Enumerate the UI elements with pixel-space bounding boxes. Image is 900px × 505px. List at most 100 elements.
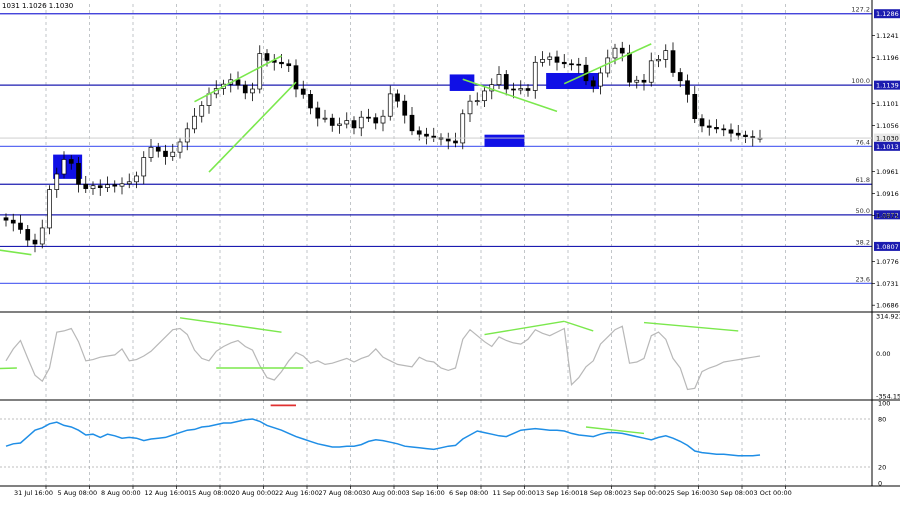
candle-body [18, 222, 23, 230]
candle-body [677, 72, 683, 82]
price-tick-label: 1.1286 [876, 10, 899, 18]
annotation-box [484, 134, 525, 147]
candle-body [735, 132, 741, 136]
candle-body [54, 173, 60, 190]
candle-body [264, 53, 270, 61]
candle-body [692, 94, 698, 119]
price-tick-highlight [874, 133, 900, 143]
x-tick-label: 6 Sep 08:00 [449, 489, 488, 497]
candle-body [170, 151, 176, 157]
candle-body [619, 47, 625, 54]
candle-body [119, 183, 125, 187]
candle-body [576, 63, 582, 66]
candle-body [627, 52, 632, 83]
candle-body [482, 90, 487, 102]
candle-body [358, 116, 364, 129]
candle-body [409, 114, 415, 132]
cci-series-line [5, 325, 761, 391]
candle-body [112, 184, 118, 187]
candle-body [474, 100, 480, 103]
candle-body [61, 159, 67, 175]
cci-tick-label: 0.00 [876, 350, 890, 358]
cci-trendline [643, 321, 739, 332]
price-tick-label: 1.0807 [876, 243, 899, 251]
candle-body [714, 127, 719, 130]
annotation-boxes-layer [53, 72, 600, 179]
candle-body [199, 105, 205, 117]
candle-body [25, 229, 31, 241]
fib-level-label: 38.2 [856, 238, 870, 246]
x-tick-label: 30 Sep 08:00 [710, 489, 753, 497]
osc-tick-label: 80 [878, 416, 886, 424]
candle-body [322, 117, 328, 120]
candle-body [380, 115, 386, 124]
candle-body [134, 175, 139, 183]
price-tick-label: 1.0776 [876, 258, 899, 266]
candle-body [670, 50, 676, 73]
candle-body [511, 88, 516, 91]
fib-levels-layer: 127.2 100.0 76.4 61.8 50.0 38.2 23.6 [0, 6, 872, 284]
candle-body [315, 107, 321, 119]
candle-body [453, 140, 458, 144]
candle-body [279, 61, 284, 65]
candle-body [612, 47, 618, 59]
candle-body [496, 74, 502, 85]
candle-body [286, 63, 292, 67]
candle-body [97, 185, 103, 188]
candle-body [3, 217, 9, 221]
x-tick-label: 12 Aug 16:00 [145, 489, 189, 497]
candle-body [402, 100, 408, 116]
fib-level-label: 127.2 [851, 6, 870, 14]
candle-body [177, 141, 183, 153]
candle-body [242, 84, 248, 94]
candle-body [467, 100, 473, 115]
price-tick-highlight [874, 80, 900, 90]
candle-body [32, 239, 38, 245]
candle-body [728, 129, 734, 134]
price-tick-label: 1.1056 [876, 122, 899, 130]
candle-body [155, 146, 161, 152]
candle-body [141, 157, 147, 177]
x-tick-label: 15 Aug 08:00 [188, 489, 232, 497]
candle-body [83, 183, 89, 189]
candle-body [554, 56, 560, 63]
candle-body [561, 61, 567, 65]
candle-body [460, 113, 466, 144]
candle-body [250, 88, 255, 94]
candle-body [300, 88, 306, 95]
candle-body [235, 79, 241, 86]
fib-level-label: 100.0 [851, 77, 870, 85]
candle-body [641, 79, 647, 83]
osc-series-line [5, 418, 761, 457]
candles-layer [3, 41, 763, 253]
candle-body [105, 184, 110, 188]
annotation-box [449, 74, 475, 91]
candle-body [532, 61, 538, 91]
candle-body [706, 125, 712, 128]
cci-trendline [179, 317, 282, 333]
fib-level-label: 23.6 [856, 275, 870, 283]
candle-body [685, 80, 690, 95]
osc-tick-label: 20 [878, 464, 886, 472]
x-tick-label: 8 Aug 00:00 [101, 489, 141, 497]
candle-body [163, 150, 168, 157]
x-tick-label: 31 Jul 16:00 [14, 489, 53, 497]
x-tick-label: 22 Aug 16:00 [275, 489, 319, 497]
oscillator-layer [0, 404, 872, 468]
chart-header-text: 1031 1.1026 1.1030 [2, 2, 73, 10]
x-tick-label: 3 Sep 16:00 [406, 489, 445, 497]
candle-body [68, 159, 74, 164]
candle-body [395, 93, 400, 102]
x-tick-label: 3 Oct 00:00 [754, 489, 792, 497]
osc-tick-label: 100 [878, 400, 890, 408]
cci-tick-label: 314.9232 [876, 313, 900, 321]
price-tick-label: 1.0731 [876, 280, 899, 288]
candle-body [257, 53, 263, 90]
candle-body [605, 57, 611, 74]
price-tick-label: 1.1013 [876, 143, 899, 151]
price-tick-label: 1.1030 [876, 135, 899, 143]
x-tick-label: 11 Sep 00:00 [493, 489, 536, 497]
candle-body [293, 65, 299, 90]
